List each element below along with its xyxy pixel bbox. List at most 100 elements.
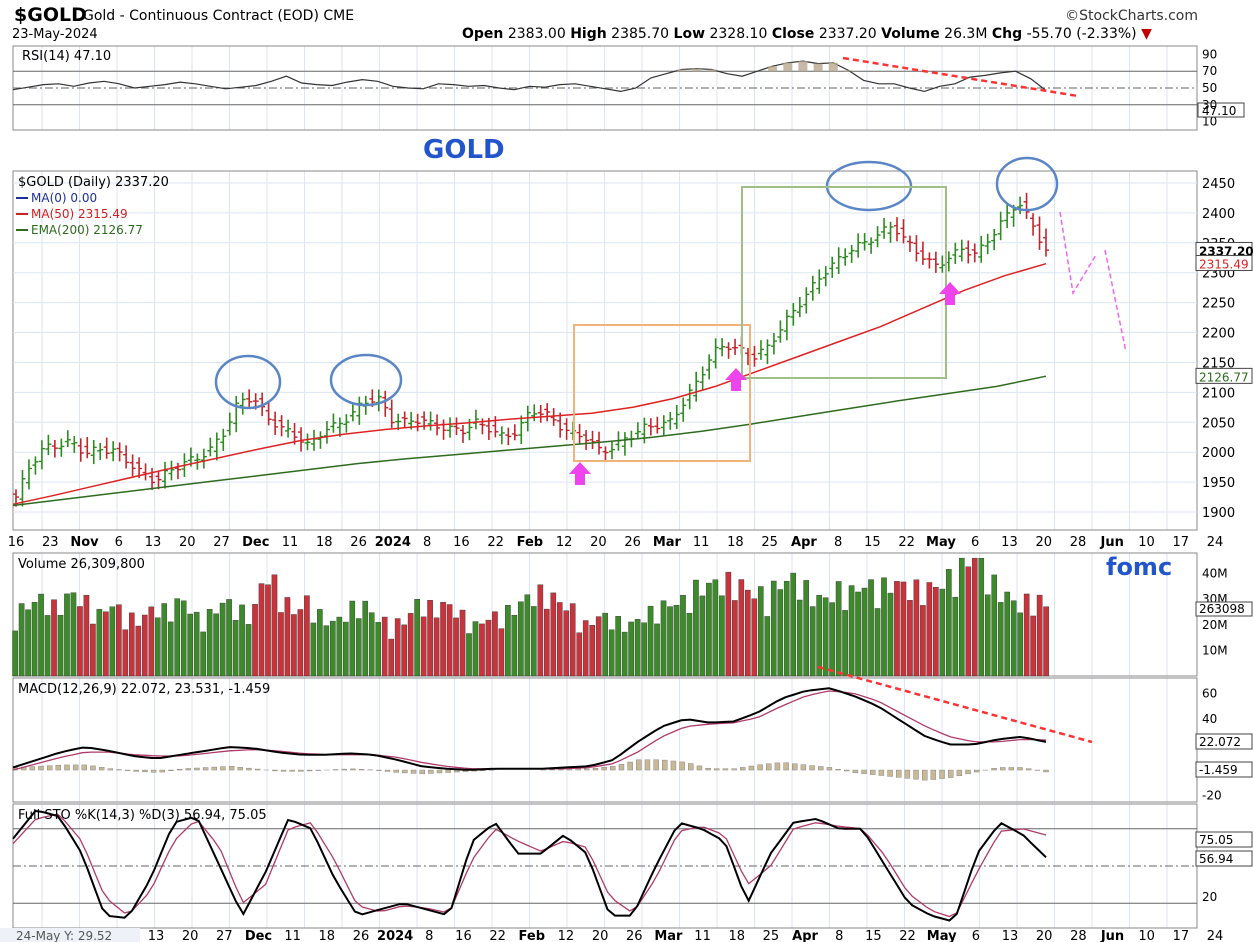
x-axis-label-top: 6 — [115, 535, 123, 550]
rsi-last-value: 47.10 — [1202, 104, 1236, 118]
volume-bar — [381, 616, 388, 677]
volume-bar — [414, 599, 420, 677]
macd-hist-bar — [150, 769, 157, 773]
macd-hist-bar — [280, 769, 287, 772]
volume-bar — [77, 606, 83, 677]
rsi-tick-label: 90 — [1202, 47, 1217, 61]
volume-bar — [531, 606, 537, 677]
volume-bar — [18, 603, 25, 677]
volume-bar — [349, 600, 356, 677]
volume-bar — [946, 569, 952, 677]
volume-bar — [154, 617, 161, 677]
sto-k-line — [12, 809, 1047, 922]
volume-tick-label: 40M — [1202, 567, 1228, 581]
sto-k-value-box — [1195, 850, 1253, 867]
volume-bar — [83, 594, 90, 677]
chg-value: -55.70 (-2.33%) — [1026, 26, 1137, 42]
volume-bar — [284, 597, 291, 677]
volume-bar — [407, 613, 414, 677]
down-arrow-icon: ▼ — [1141, 26, 1152, 42]
macd-hist-bar — [679, 761, 685, 771]
open-label: Open — [462, 26, 504, 42]
volume-bar — [70, 592, 77, 677]
brand-label[interactable]: ©StockCharts.com — [1065, 8, 1198, 24]
x-axis-label-bottom: Apr — [792, 929, 818, 942]
legend-entry: EMA(200) 2126.77 — [31, 223, 143, 237]
x-axis-label-top: 24 — [1207, 535, 1224, 550]
volume-bar — [453, 617, 459, 677]
chart-header: $GOLD Gold - Continuous Contract (EOD) C… — [0, 0, 1254, 44]
macd-hist-bar — [740, 767, 746, 771]
macd-title: MACD(12,26,9) 22.072, 23.531, -1.459 — [18, 682, 270, 697]
macd-hist-bar — [896, 769, 902, 778]
macd-hist-bar — [38, 765, 44, 771]
volume-bar — [1043, 606, 1049, 677]
volume-bar — [524, 594, 531, 677]
macd-hist-bar — [610, 766, 616, 771]
macd-hist-bar — [844, 769, 850, 772]
macd-hist-bar — [1017, 767, 1023, 771]
macd-hist-bar — [688, 763, 694, 771]
price-bars — [13, 192, 1049, 507]
volume-bar — [881, 577, 887, 677]
macd-hist-bar — [991, 768, 997, 771]
ohlc-summary: Open 2383.00 High 2385.70 Low 2328.10 Cl… — [462, 26, 1152, 42]
volume-bar — [213, 613, 219, 677]
volume-bar — [232, 620, 239, 677]
macd-hist-bar — [774, 762, 781, 771]
volume-bar — [122, 629, 129, 677]
rsi-tick-label: 10 — [1202, 115, 1217, 129]
volume-bar — [732, 600, 738, 677]
volume-bar — [51, 599, 57, 677]
macd-hist-bar — [601, 767, 607, 771]
volume-value-box — [1195, 601, 1253, 617]
x-axis-label-bottom: Feb — [519, 929, 545, 942]
volume-bar — [394, 618, 401, 677]
x-axis-label-top: 17 — [1172, 535, 1189, 550]
price-tick-label: 1900 — [1202, 506, 1235, 521]
macd-value-box — [1195, 733, 1253, 750]
symbol-description: Gold - Continuous Contract (EOD) CME — [83, 8, 355, 24]
volume-bar — [693, 579, 699, 677]
macd-hist-bar — [64, 764, 70, 771]
macd-tick-label: 40 — [1202, 712, 1217, 726]
fomc-label: fomc — [1106, 553, 1172, 581]
macd-hist-bar — [878, 769, 885, 776]
macd-hist-bar — [81, 764, 88, 771]
macd-histogram — [12, 759, 1049, 781]
volume-bar — [965, 566, 972, 677]
stock-chart[interactable]: 90 70 50 30 10 RSI(14) 47.10 47.10 GOLD 2450 2400… — [0, 44, 1254, 942]
macd-hist-value-label: -1.459 — [1199, 763, 1238, 777]
macd-hist-bar — [133, 769, 139, 772]
volume-bar — [628, 621, 634, 677]
rsi-trendline — [842, 56, 1079, 98]
x-axis-label-top: 25 — [761, 535, 778, 550]
ma50-line — [12, 262, 1047, 506]
macd-hist-bar — [306, 769, 313, 772]
volume-bar — [245, 624, 252, 677]
macd-hist-bar — [809, 765, 815, 771]
rsi-overbought-fill — [676, 61, 853, 72]
volume-bar — [180, 600, 187, 677]
macd-hist-bar — [90, 765, 96, 771]
x-axis-label-bottom: May — [927, 929, 957, 942]
crosshair-readout-bg — [0, 928, 140, 942]
low-label: Low — [673, 26, 706, 42]
high-value: 2385.70 — [611, 26, 670, 42]
volume-bar — [459, 609, 466, 677]
x-axis-label-bottom: 11 — [694, 929, 711, 942]
volume-bar — [310, 622, 317, 677]
high-label: High — [570, 26, 607, 42]
volume-bar — [939, 588, 946, 677]
volume-bar — [550, 592, 557, 677]
macd-hist-bar — [393, 769, 399, 773]
volume-bar — [479, 623, 485, 677]
x-axis-label-top: 8 — [423, 535, 431, 550]
x-axis-label-bottom: Mar — [654, 929, 683, 942]
volume-bar — [654, 623, 660, 677]
volume-bar — [829, 602, 835, 677]
volume-bar — [219, 602, 226, 677]
x-axis-label-bottom: 17 — [1173, 929, 1190, 942]
volume-bar — [660, 600, 667, 677]
volume-bar — [861, 587, 868, 677]
